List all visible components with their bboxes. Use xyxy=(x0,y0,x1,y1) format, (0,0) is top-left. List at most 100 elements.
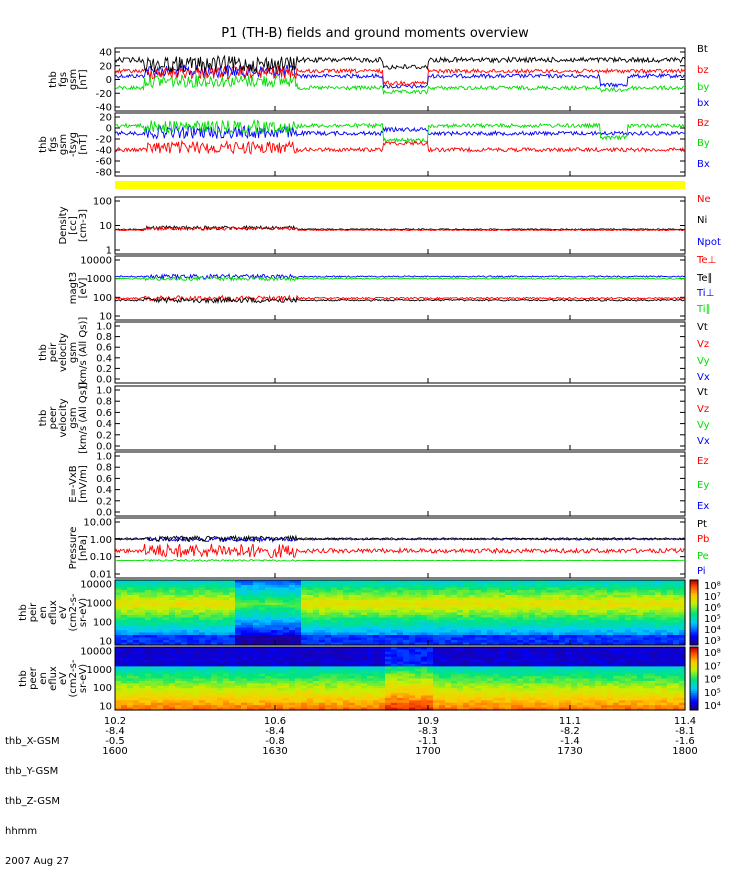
panel-5-ytick-label: 0.4 xyxy=(96,353,112,364)
panel-2-ytick-label: 0 xyxy=(106,124,112,135)
panel-2-ytick-label: -80 xyxy=(96,168,112,179)
panel-6-ytick-label: 0.2 xyxy=(96,430,112,441)
panel-9-ytick-label: 1000 xyxy=(87,599,112,610)
series-By xyxy=(115,120,685,142)
x-tick-hhmm: 1730 xyxy=(540,747,600,757)
ion-colorbar-label: 10⁵ xyxy=(704,614,721,625)
panel-3-ytick-label: 100 xyxy=(93,197,112,208)
series-ti-par xyxy=(115,277,685,281)
x-row-ygsm: thb_Y-GSM xyxy=(5,767,69,777)
legend-by: by xyxy=(697,82,709,93)
panel-6-ytick-label: 0.6 xyxy=(96,408,112,419)
series-pb xyxy=(115,544,685,558)
legend-Te∥: Te∥ xyxy=(696,273,713,284)
legend-Pi: Pi xyxy=(697,566,706,577)
legend-Te⊥: Te⊥ xyxy=(696,255,716,266)
panel-7-ytick-label: 0.4 xyxy=(96,485,112,496)
panel-10-ytick-label: 100 xyxy=(93,683,112,694)
legend-Pb: Pb xyxy=(697,534,709,545)
panel-4-ytick-label: 100 xyxy=(93,293,112,304)
panel-4-ytick-label: 1000 xyxy=(87,274,112,285)
ion-colorbar-label: 10⁴ xyxy=(704,625,721,636)
x-row-date: 2007 Aug 27 xyxy=(5,857,69,867)
panel-10-ytick-label: 10 xyxy=(99,702,112,713)
series-Bz xyxy=(115,141,685,154)
legend-Pe: Pe xyxy=(697,551,709,562)
series-pe xyxy=(115,560,685,562)
legend-Ne: Ne xyxy=(697,194,711,205)
panel-1-ylabel: [nT] xyxy=(78,69,89,89)
panel-2-ytick-label: 20 xyxy=(99,113,112,124)
panel-5-ytick-label: 0.0 xyxy=(96,375,112,386)
x-row-zgsm: thb_Z-GSM xyxy=(5,797,69,807)
panel-5-ytick-label: 0.8 xyxy=(96,332,112,343)
panel-7-ytick-label: 1.0 xyxy=(96,452,112,463)
panel-1-ytick-label: 40 xyxy=(99,48,112,59)
legend-Vy: Vy xyxy=(697,420,710,431)
electron-colorbar-label: 10⁷ xyxy=(704,661,721,672)
legend-Ez: Ez xyxy=(697,456,709,467)
x-tick-hhmm: 1700 xyxy=(398,747,458,757)
x-row-xgsm: thb_X-GSM xyxy=(5,737,69,747)
legend-bx: bx xyxy=(697,98,709,109)
electron-colorbar-label: 10⁵ xyxy=(704,688,721,699)
legend-Vz: Vz xyxy=(697,404,709,415)
legend-Vt: Vt xyxy=(697,387,708,398)
panel-6-frame xyxy=(115,386,685,450)
panel-3-ytick-label: 10 xyxy=(99,221,112,232)
legend-Bz: Bz xyxy=(697,118,709,129)
panel-7-ytick-label: 0.8 xyxy=(96,463,112,474)
legend-Ex: Ex xyxy=(697,501,709,512)
legend-Vt: Vt xyxy=(697,322,708,333)
legend-Pt: Pt xyxy=(697,519,707,530)
legend-Vz: Vz xyxy=(697,339,709,350)
panel-6-ytick-label: 0.4 xyxy=(96,419,112,430)
panel-3-ylabel: [cm-3] xyxy=(78,209,89,242)
panel-7-ytick-label: 0.6 xyxy=(96,474,112,485)
panel-4-ylabel: [eV] xyxy=(78,278,89,299)
legend-Bx: Bx xyxy=(697,159,710,170)
legend-Npot: Npot xyxy=(697,237,721,248)
legend-Bt: Bt xyxy=(697,44,708,55)
panel-5-ylabel: [km/s (All Qs)] xyxy=(78,317,89,389)
legend-Vx: Vx xyxy=(697,436,710,447)
panel-7-ylabel: [mV/m] xyxy=(78,465,89,503)
ion-colorbar-label: 10⁶ xyxy=(704,603,721,614)
panel-2-ylabel: [nT] xyxy=(78,134,89,154)
panel-10-ytick-label: 1000 xyxy=(87,665,112,676)
panel-8-ytick-label: 10.00 xyxy=(83,518,112,529)
panel-6-ylabel: [km/s (All Qs)] xyxy=(78,382,89,454)
panel-5-ytick-label: 0.2 xyxy=(96,364,112,375)
x-tick-hhmm: 1630 xyxy=(245,747,305,757)
panel-2-ytick-label: -20 xyxy=(96,135,112,146)
ion-colorbar-label: 10⁷ xyxy=(704,592,721,603)
ion-colorbar-label: 10⁸ xyxy=(704,581,721,592)
panel-9-ytick-label: 10000 xyxy=(80,580,112,591)
electron-colorbar-label: 10⁴ xyxy=(704,701,721,712)
panel-1-ytick-label: 20 xyxy=(99,61,112,72)
panel-4-frame xyxy=(115,256,685,320)
x-tick-hhmm: 1600 xyxy=(85,747,145,757)
panel-9-ylabel: sr-eV) xyxy=(78,598,89,627)
legend-Ni: Ni xyxy=(697,215,707,226)
electron-colorbar-label: 10⁸ xyxy=(704,648,721,659)
panel-1-ytick-label: -20 xyxy=(96,89,112,100)
electron-colorbar-label: 10⁶ xyxy=(704,675,721,686)
panel-5-ytick-label: 0.6 xyxy=(96,343,112,354)
panel-2-ytick-label: -40 xyxy=(96,146,112,157)
x-axis-row-labels: thb_X-GSM thb_Y-GSM thb_Z-GSM hhmm 2007 … xyxy=(5,717,69,877)
panel-4-ytick-label: 10000 xyxy=(80,256,112,267)
legend-Ti∥: Ti∥ xyxy=(696,304,711,315)
panel-9-ytick-label: 100 xyxy=(93,618,112,629)
legend-bz: bz xyxy=(697,65,709,76)
legend-Vx: Vx xyxy=(697,372,710,383)
electron-spectrogram xyxy=(115,647,686,711)
panel-6-ytick-label: 1.0 xyxy=(96,386,112,397)
panel-8-ylabel: [nPa] xyxy=(78,535,89,561)
